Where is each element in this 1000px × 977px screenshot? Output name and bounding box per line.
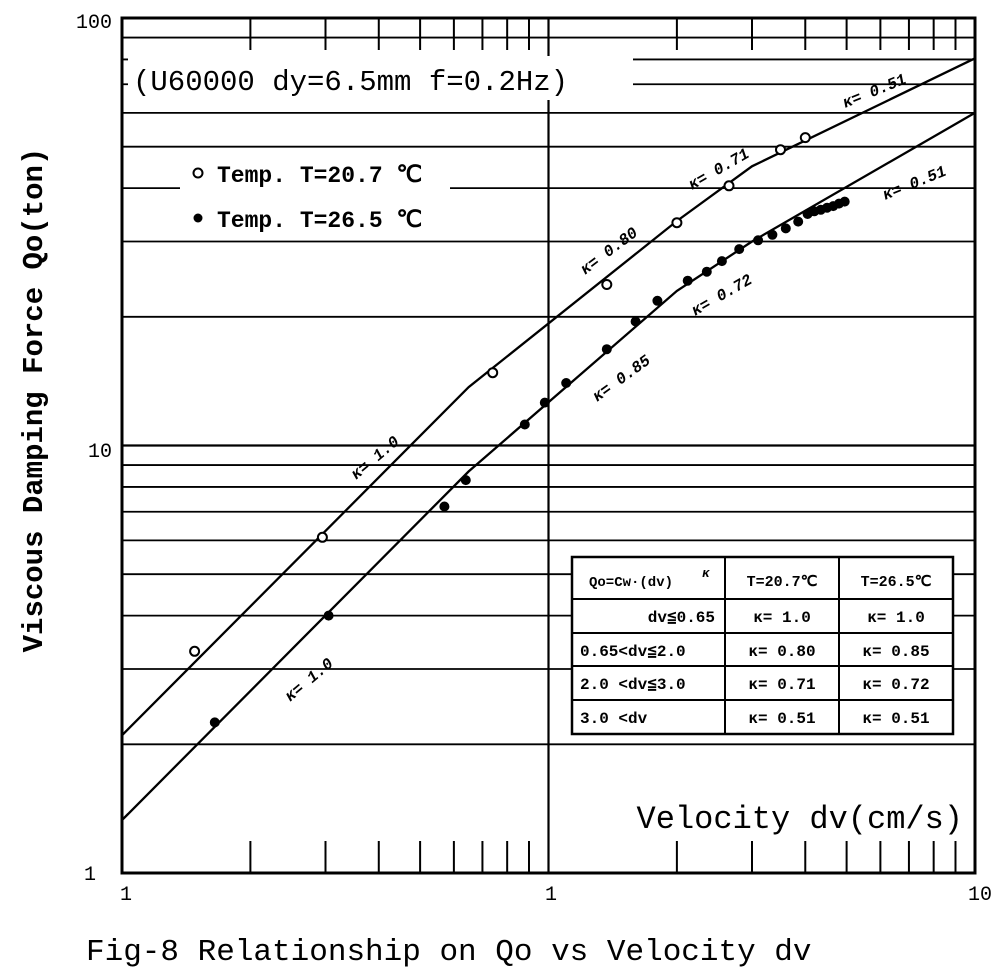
data-point-filled-circle bbox=[209, 717, 220, 728]
legend: Temp. T=20.7 ℃ Temp. T=26.5 ℃ bbox=[180, 150, 450, 240]
y-axis-label: Viscous Damping Force Qo(ton) bbox=[18, 148, 51, 653]
table-cell-range: dv≦0.65 bbox=[648, 609, 715, 627]
data-point-filled-circle bbox=[767, 229, 778, 240]
y-tick-label-100: 100 bbox=[76, 12, 112, 35]
data-point-open-circle bbox=[775, 144, 786, 156]
data-point-filled-circle bbox=[539, 397, 550, 408]
data-point-filled-circle bbox=[839, 196, 850, 207]
data-point-open-circle bbox=[601, 279, 613, 290]
table-cell-t207: κ= 0.51 bbox=[748, 710, 815, 728]
table-header-t207: T=20.7℃ bbox=[747, 574, 818, 591]
kappa-label-upper-1: κ= 1.0 bbox=[348, 433, 404, 484]
data-point-filled-circle bbox=[630, 316, 641, 327]
data-point-filled-circle bbox=[561, 378, 572, 388]
table-cell-t207: κ= 0.80 bbox=[748, 643, 815, 661]
data-point-open-circle bbox=[316, 531, 328, 543]
data-point-open-circle bbox=[189, 645, 201, 657]
x-axis-label: Velocity dv(cm/s) bbox=[637, 801, 963, 838]
chart-subtitle: (U60000 dy=6.5mm f=0.2Hz) bbox=[133, 66, 568, 99]
data-point-filled-circle bbox=[734, 244, 745, 255]
table-cell-t207: κ= 1.0 bbox=[753, 609, 811, 627]
x-axis-label-background bbox=[603, 794, 971, 838]
grid-lines bbox=[122, 18, 975, 873]
table-cell-t265: κ= 0.72 bbox=[862, 676, 929, 694]
data-point-open-circle bbox=[671, 217, 683, 229]
data-point-open-circle bbox=[723, 180, 735, 192]
legend-open-circle-marker bbox=[192, 167, 204, 179]
legend-label-t207: Temp. T=20.7 ℃ bbox=[217, 163, 422, 189]
data-point-filled-circle bbox=[701, 266, 712, 277]
table-header-t265: T=26.5℃ bbox=[861, 574, 932, 591]
figure-caption: Fig-8 Relationship on Qo vs Velocity dv bbox=[86, 935, 812, 970]
y-tick-label-1: 1 bbox=[84, 864, 96, 887]
kappa-table-frame bbox=[570, 555, 955, 736]
data-point-filled-circle bbox=[716, 256, 727, 267]
kappa-label-lower-4: κ= 0.51 bbox=[880, 163, 949, 205]
data-point-filled-circle bbox=[519, 419, 530, 430]
data-point-filled-circle bbox=[780, 223, 791, 234]
table-cell-range: 0.65<dv≦2.0 bbox=[580, 643, 686, 661]
table-header-formula: Qo=Cw·(dv) bbox=[589, 575, 673, 591]
table-cell-range: 2.0 <dv≦3.0 bbox=[580, 676, 686, 694]
table-header-exponent: κ bbox=[702, 566, 710, 581]
table-cell-t207: κ= 0.71 bbox=[748, 676, 815, 694]
plot-frame bbox=[120, 16, 977, 875]
data-point-filled-circle bbox=[652, 295, 663, 306]
kappa-label-lower-1: κ= 1.0 bbox=[282, 655, 338, 706]
data-point-filled-circle bbox=[439, 501, 450, 512]
subtitle-background bbox=[128, 56, 633, 100]
kappa-label-upper-2: κ= 0.80 bbox=[577, 224, 642, 279]
data-point-filled-circle bbox=[601, 344, 612, 355]
data-point-filled-circle bbox=[753, 235, 764, 246]
table-cell-t265: κ= 0.85 bbox=[862, 643, 929, 661]
x-tick-label-1: 1 bbox=[545, 884, 557, 907]
data-points bbox=[189, 132, 850, 728]
kappa-table: Qo=Cw·(dv) κ T=20.7℃ T=26.5℃ dv≦0.65 κ= … bbox=[570, 555, 955, 736]
data-point-open-circle bbox=[487, 367, 499, 379]
x-tick-label-0.1: 1 bbox=[120, 884, 132, 907]
table-cell-t265: κ= 0.51 bbox=[862, 710, 929, 728]
data-point-filled-circle bbox=[323, 610, 334, 621]
table-cell-t265: κ= 1.0 bbox=[867, 609, 925, 627]
data-point-filled-circle bbox=[793, 216, 804, 227]
data-point-filled-circle bbox=[682, 275, 693, 286]
legend-label-t265: Temp. T=26.5 ℃ bbox=[217, 208, 422, 234]
table-cell-range: 3.0 <dv bbox=[580, 710, 648, 728]
y-tick-label-10: 10 bbox=[88, 441, 112, 464]
kappa-label-lower-2: κ= 0.85 bbox=[589, 352, 654, 406]
kappa-label-upper-3: κ= 0.71 bbox=[686, 145, 753, 194]
kappa-label-lower-3: κ= 0.72 bbox=[689, 271, 757, 320]
legend-background bbox=[180, 150, 450, 240]
legend-filled-circle-marker bbox=[193, 213, 203, 223]
x-tick-label-10: 10 bbox=[968, 884, 992, 907]
data-point-filled-circle bbox=[460, 475, 471, 486]
data-point-open-circle bbox=[799, 132, 811, 144]
series-2-fit-curve bbox=[121, 111, 976, 821]
